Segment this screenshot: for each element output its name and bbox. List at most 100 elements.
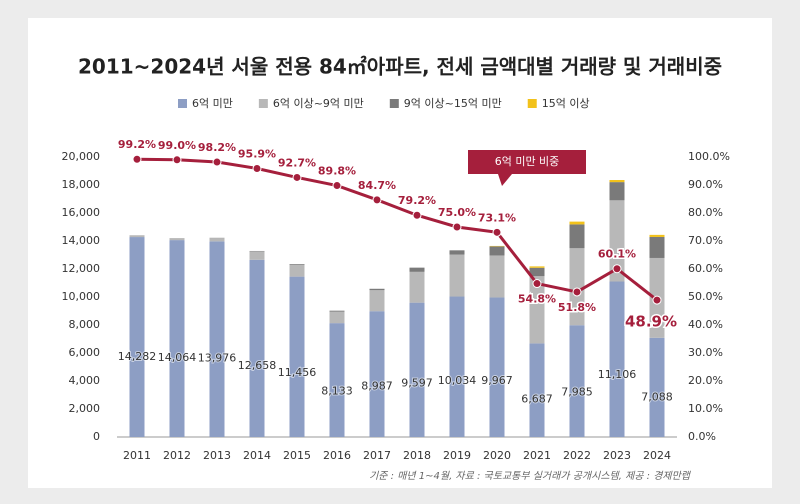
- line-value-label: 54.8%: [518, 293, 556, 306]
- line-point: [132, 154, 142, 164]
- x-tick-label: 2020: [483, 449, 511, 462]
- line-point: [372, 195, 382, 205]
- bar-segment: [449, 250, 465, 255]
- bar-segment: [609, 281, 625, 437]
- line-point: [292, 172, 302, 182]
- bar-value-label: 11,456: [278, 366, 317, 379]
- line-value-label: 92.7%: [278, 156, 316, 169]
- legend-swatch: [527, 99, 537, 108]
- bar-segment: [289, 264, 305, 277]
- y-tick-label: 14,000: [62, 234, 101, 247]
- bar-segment: [289, 276, 305, 437]
- legend-label: 6억 이상~9억 미만: [273, 97, 364, 110]
- y2-tick-label: 60.0%: [688, 262, 723, 275]
- bar-segment: [489, 255, 505, 298]
- y2-tick-label: 80.0%: [688, 206, 723, 219]
- legend-label: 6억 미만: [192, 97, 233, 110]
- x-tick-label: 2023: [603, 449, 631, 462]
- bar-segment: [569, 221, 585, 225]
- bar-segment: [129, 235, 145, 238]
- line-point: [252, 163, 262, 173]
- line-value-label: 89.8%: [318, 165, 356, 178]
- bar-segment: [569, 248, 585, 326]
- bar-segment: [129, 237, 145, 437]
- bar-value-label: 12,658: [238, 359, 277, 372]
- y2-tick-label: 40.0%: [688, 318, 723, 331]
- callout-box: [468, 150, 586, 174]
- bar-value-label: 14,064: [158, 351, 197, 364]
- bar-segment: [329, 323, 345, 437]
- x-tick-label: 2022: [563, 449, 591, 462]
- line-point: [212, 157, 222, 167]
- bar-segment: [529, 267, 545, 277]
- bar-segment: [209, 241, 225, 437]
- x-tick-label: 2016: [323, 449, 351, 462]
- y-tick-label: 8,000: [69, 318, 101, 331]
- line-value-label: 48.9%: [625, 313, 677, 331]
- line-value-label: 75.0%: [438, 206, 476, 219]
- bar-value-label: 14,282: [118, 350, 157, 363]
- y2-tick-label: 100.0%: [688, 150, 730, 163]
- line-point: [612, 264, 622, 274]
- legend-swatch: [178, 99, 187, 108]
- bar-segment: [329, 311, 345, 324]
- x-tick-label: 2012: [163, 449, 191, 462]
- line-point: [332, 181, 342, 191]
- bar-segment: [649, 236, 665, 258]
- bar-value-label: 13,976: [198, 352, 237, 365]
- bar-value-label: 10,034: [438, 374, 477, 387]
- x-tick-label: 2011: [123, 449, 151, 462]
- y-tick-label: 18,000: [62, 178, 101, 191]
- bar-segment: [529, 266, 545, 268]
- bar-segment: [169, 238, 185, 241]
- legend-label: 15억 이상: [542, 97, 590, 110]
- line: [136, 157, 658, 302]
- line-point: [572, 287, 582, 297]
- line-value-label: 79.2%: [398, 194, 436, 207]
- y-tick-label: 2,000: [69, 402, 101, 415]
- bar-segment: [409, 267, 425, 272]
- y-tick-label: 12,000: [62, 262, 101, 275]
- bar-value-label: 9,967: [481, 374, 513, 387]
- y-tick-label: 4,000: [69, 374, 101, 387]
- y2-tick-label: 20.0%: [688, 374, 723, 387]
- line-value-label: 73.1%: [478, 211, 516, 224]
- bar-segment: [449, 296, 465, 437]
- line-value-label: 51.8%: [558, 301, 596, 314]
- line-point: [412, 210, 422, 220]
- bar-value-label: 9,597: [401, 376, 433, 389]
- line-value-label: 99.2%: [118, 138, 156, 151]
- bar-segment: [529, 343, 545, 437]
- line-point: [532, 279, 542, 289]
- line-point: [492, 227, 502, 237]
- line-value-label: 98.2%: [198, 141, 236, 154]
- bar-segment: [569, 325, 585, 437]
- x-tick-label: 2013: [203, 449, 231, 462]
- bar-segment: [649, 337, 665, 437]
- bar-segment: [489, 246, 505, 256]
- bar-segment: [369, 311, 385, 437]
- line-value-label: 99.0%: [158, 139, 196, 152]
- legend-swatch: [258, 99, 268, 108]
- callout-text: 6억 미만 비중: [495, 155, 560, 168]
- line-value-label: 95.9%: [238, 147, 276, 160]
- bar-segment: [369, 288, 385, 291]
- bar-segment: [329, 310, 345, 312]
- y-tick-label: 0: [93, 430, 100, 443]
- y-tick-label: 10,000: [62, 290, 101, 303]
- chart-title: 2011~2024년 서울 전용 84㎡아파트, 전세 금액대별 거래량 및 거…: [78, 55, 722, 79]
- y2-tick-label: 10.0%: [688, 402, 723, 415]
- y2-tick-label: 70.0%: [688, 234, 723, 247]
- card: [28, 18, 772, 488]
- bar-value-label: 7,088: [641, 390, 673, 403]
- bar-value-label: 8,987: [361, 380, 393, 393]
- bar-segment: [609, 180, 625, 183]
- bar-segment: [409, 271, 425, 303]
- bar-value-label: 7,985: [561, 385, 593, 398]
- callout-pointer: [498, 174, 512, 186]
- x-tick-label: 2019: [443, 449, 471, 462]
- x-tick-label: 2021: [523, 449, 551, 462]
- x-tick-label: 2014: [243, 449, 271, 462]
